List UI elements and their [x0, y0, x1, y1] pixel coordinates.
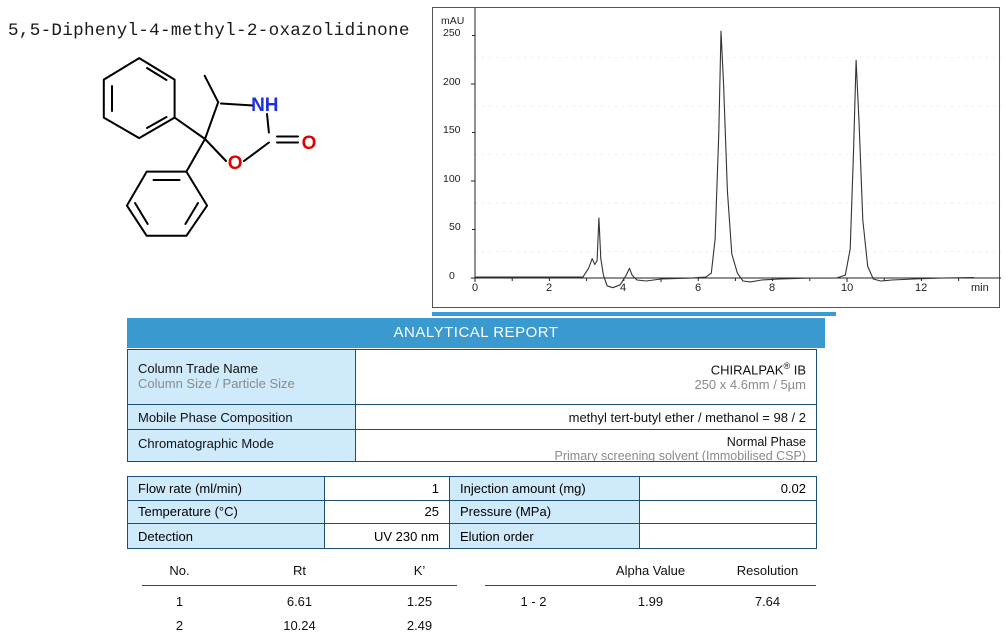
svg-text:NH: NH [251, 95, 278, 116]
svg-text:O: O [228, 153, 243, 174]
svg-text:O: O [302, 133, 317, 154]
